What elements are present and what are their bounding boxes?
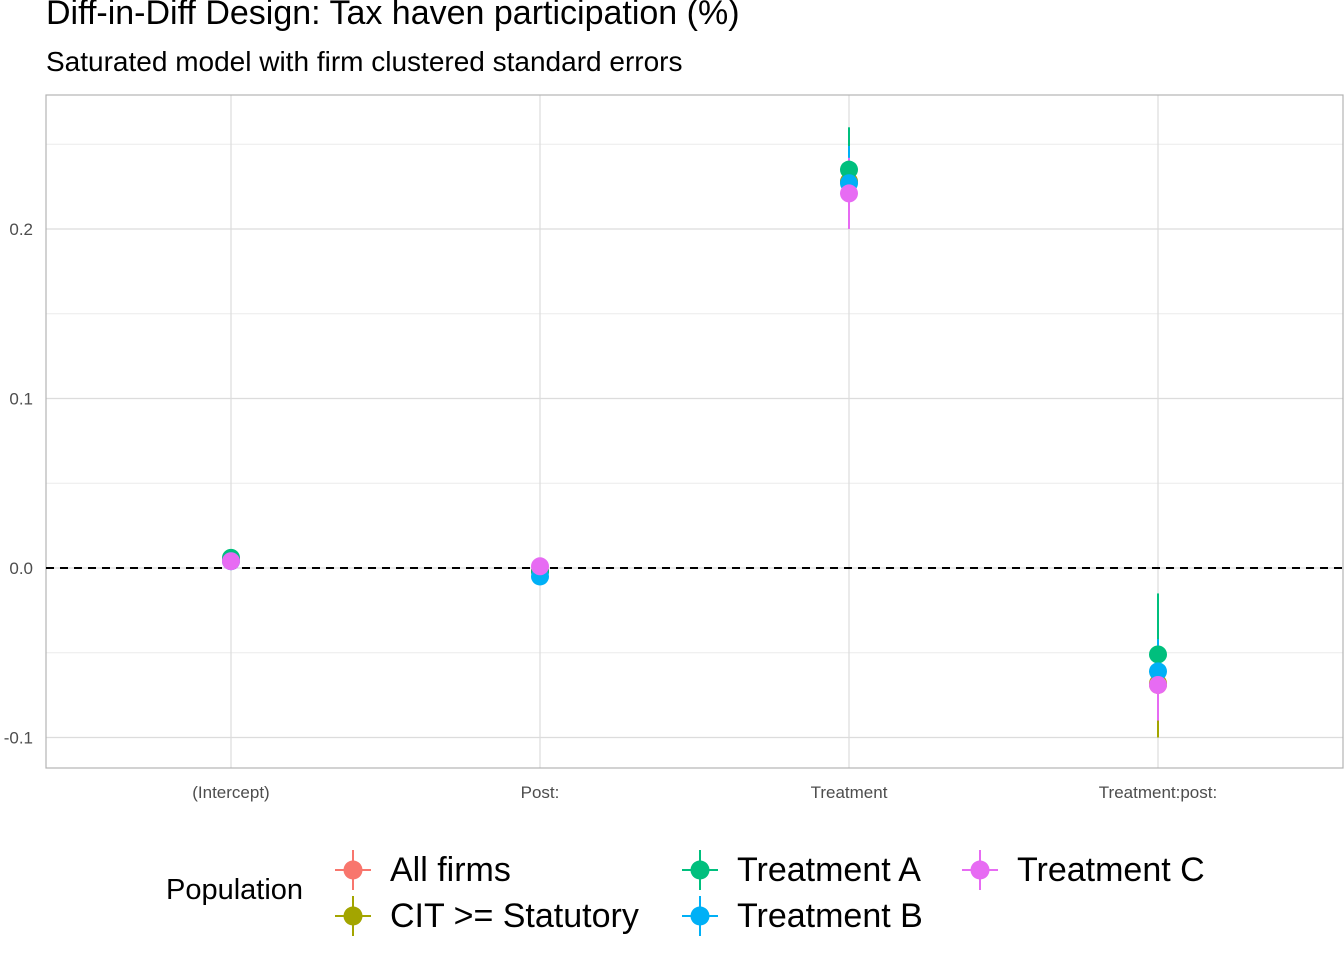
legend-key-icon [682, 896, 718, 936]
legend-key-point [690, 860, 710, 880]
data-point [840, 184, 858, 203]
y-tick-label: 0.0 [9, 559, 33, 578]
legend-label: All firms [390, 851, 511, 889]
legend-key-icon [682, 850, 718, 890]
legend-label: Treatment B [737, 897, 923, 935]
series-2 [230, 127, 1159, 716]
chart-title: Diff-in-Diff Design: Tax haven participa… [46, 0, 740, 32]
x-tick-label: Treatment [811, 783, 888, 802]
legend-key-icon [962, 850, 998, 890]
data-point [840, 160, 858, 179]
series-4 [230, 157, 1159, 721]
legend-title: Population [166, 874, 304, 906]
legend-key-point [690, 906, 710, 926]
legend-label: Treatment C [1017, 851, 1205, 889]
x-tick-label: Post: [521, 783, 560, 802]
y-tick-label: -0.1 [4, 729, 33, 748]
data-point [1149, 645, 1167, 664]
grid-lines [46, 95, 1343, 768]
legend-key-point [970, 860, 990, 880]
legend-key-point [343, 860, 363, 880]
y-tick-label: 0.1 [9, 390, 33, 409]
x-tick-label: (Intercept) [192, 783, 269, 802]
series-1 [230, 134, 1159, 738]
legend-key-icon [335, 896, 371, 936]
legend-label: Treatment A [737, 851, 921, 889]
y-tick-label: 0.2 [9, 220, 33, 239]
legend-key-icon [335, 850, 371, 890]
legend-label: CIT >= Statutory [390, 897, 639, 935]
panel-border [45, 94, 1344, 769]
data-point [222, 552, 240, 571]
x-tick-label: Treatment:post: [1099, 783, 1217, 802]
data-point [531, 557, 549, 576]
data-point [1149, 662, 1167, 681]
data-point [1149, 675, 1167, 694]
legend-key-point [343, 906, 363, 926]
chart-subtitle: Saturated model with firm clustered stan… [46, 46, 683, 77]
